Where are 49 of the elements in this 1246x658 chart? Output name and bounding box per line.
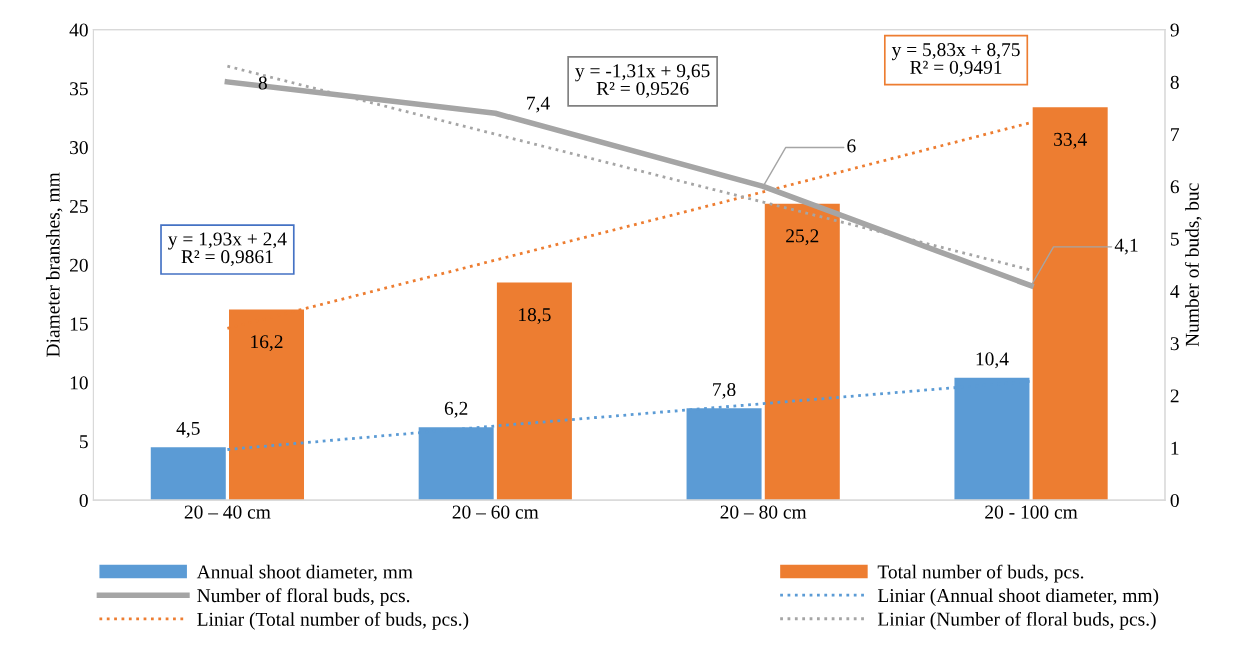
x-tick-label: 20 – 60 cm <box>452 505 539 519</box>
legend-label: Liniar (Number of floral buds, pcs.) <box>877 611 1156 630</box>
y2-tick-label: 9 <box>1170 23 1179 37</box>
bar <box>496 282 572 501</box>
data-label: 4,1 <box>1114 238 1138 255</box>
legend-label: Annual shoot diameter, mm <box>196 564 413 582</box>
bar <box>1032 107 1108 501</box>
y-tick-label: 20 <box>70 258 88 272</box>
annotation: y = 1,93x + 2,4 R² = 0,9861 <box>168 232 287 267</box>
y2-tick-label: 7 <box>1171 128 1180 141</box>
bar <box>764 203 840 501</box>
x-tick-label: 20 – 80 cm <box>720 505 807 519</box>
data-label: 7,4 <box>527 96 550 113</box>
y-tick-label: 40 <box>69 23 88 37</box>
y-tick-label: 5 <box>80 435 88 449</box>
y-axis-title: Diameter branshes, mm <box>45 172 63 357</box>
data-label: 4,5 <box>176 421 200 438</box>
y2-axis-title: Number of buds, buc <box>1184 183 1202 347</box>
y2-tick-label: 1 <box>1171 441 1179 455</box>
y-tick-label: 15 <box>70 317 88 331</box>
data-label: 16,2 <box>251 335 283 352</box>
legend-label: Total number of buds, pcs. <box>877 564 1084 583</box>
data-label: 7,8 <box>713 382 736 399</box>
y2-tick-label: 3 <box>1170 337 1179 351</box>
y2-tick-label: 4 <box>1170 284 1180 298</box>
data-label: 18,5 <box>519 308 551 324</box>
data-label: 8 <box>258 76 267 90</box>
x-tick-label: 20 - 100 cm <box>985 505 1078 519</box>
data-label: 6 <box>847 139 856 153</box>
y-tick-label: 30 <box>70 141 88 155</box>
y2-tick-label: 6 <box>1170 180 1180 194</box>
y2-tick-label: 0 <box>1170 493 1179 508</box>
y-tick-label: 35 <box>70 82 88 96</box>
x-tick-label: 20 – 40 cm <box>184 505 271 519</box>
data-label: 10,4 <box>976 352 1009 369</box>
annotation: y = 5,83x + 8,75 R² = 0,9491 <box>891 43 1020 77</box>
annotation: y = -1,31x + 9,65 R² = 0,9526 <box>575 64 710 98</box>
y-tick-label: 10 <box>70 376 88 390</box>
y2-tick-label: 2 <box>1170 389 1179 403</box>
legend-label: Liniar (Total number of buds, pcs.) <box>197 611 469 630</box>
data-label: 33,4 <box>1054 132 1087 149</box>
data-label: 6,2 <box>444 401 468 418</box>
data-label: 25,2 <box>786 229 819 246</box>
legend-label: Number of floral buds, pcs. <box>197 588 410 607</box>
legend-label: Liniar (Annual shoot diameter, mm) <box>877 588 1159 607</box>
y-tick-label: 25 <box>70 199 88 213</box>
y-tick-label: 0 <box>79 493 88 508</box>
y2-tick-label: 8 <box>1170 75 1179 89</box>
y2-tick-label: 5 <box>1171 232 1179 246</box>
